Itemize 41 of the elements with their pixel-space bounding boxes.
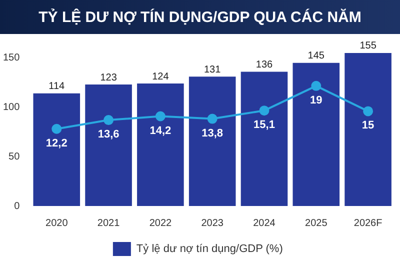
chart-title: TỶ LỆ DƯ NỢ TÍN DỤNG/GDP QUA CÁC NĂM	[0, 0, 400, 34]
legend-label: Tỷ lệ dư nợ tín dụng/GDP (%)	[136, 243, 283, 256]
point	[207, 114, 218, 124]
x-tick-label: 2024	[253, 218, 276, 229]
bar	[33, 93, 80, 206]
data-label: 19	[310, 94, 322, 106]
data-label: 12,2	[46, 137, 68, 150]
x-tick-label: 2020	[46, 218, 68, 229]
bar	[240, 72, 288, 206]
point	[363, 106, 374, 116]
y-tick-label: 0	[14, 200, 20, 212]
data-label: 145	[308, 50, 325, 62]
bar	[188, 76, 236, 206]
data-label: 15	[362, 120, 374, 132]
bar	[344, 52, 392, 206]
data-label: 13,6	[98, 128, 120, 141]
y-tick-label: 100	[2, 102, 20, 113]
data-label: 15,1	[254, 119, 275, 132]
data-label: 123	[100, 72, 118, 84]
x-tick-label: 2025	[305, 218, 328, 229]
bar	[137, 84, 184, 206]
y-tick-label: 150	[2, 52, 20, 64]
point	[259, 106, 270, 116]
data-label: 131	[204, 64, 222, 76]
point	[155, 111, 166, 122]
data-label: 136	[256, 59, 274, 70]
point	[311, 80, 322, 91]
data-label: 114	[48, 81, 66, 92]
x-tick-label: 2023	[201, 218, 224, 229]
data-label: 13,8	[202, 127, 224, 140]
data-label: 124	[152, 71, 170, 82]
x-tick-label: 2026F	[354, 218, 382, 229]
data-label: 155	[360, 40, 377, 52]
data-label: 14,2	[150, 124, 172, 137]
x-tick-label: 2021	[97, 218, 120, 229]
point	[52, 124, 62, 134]
y-tick-label: 50	[8, 151, 20, 162]
bar	[85, 84, 132, 206]
bar	[292, 62, 340, 206]
point	[104, 115, 114, 126]
x-tick-label: 2022	[149, 218, 172, 229]
